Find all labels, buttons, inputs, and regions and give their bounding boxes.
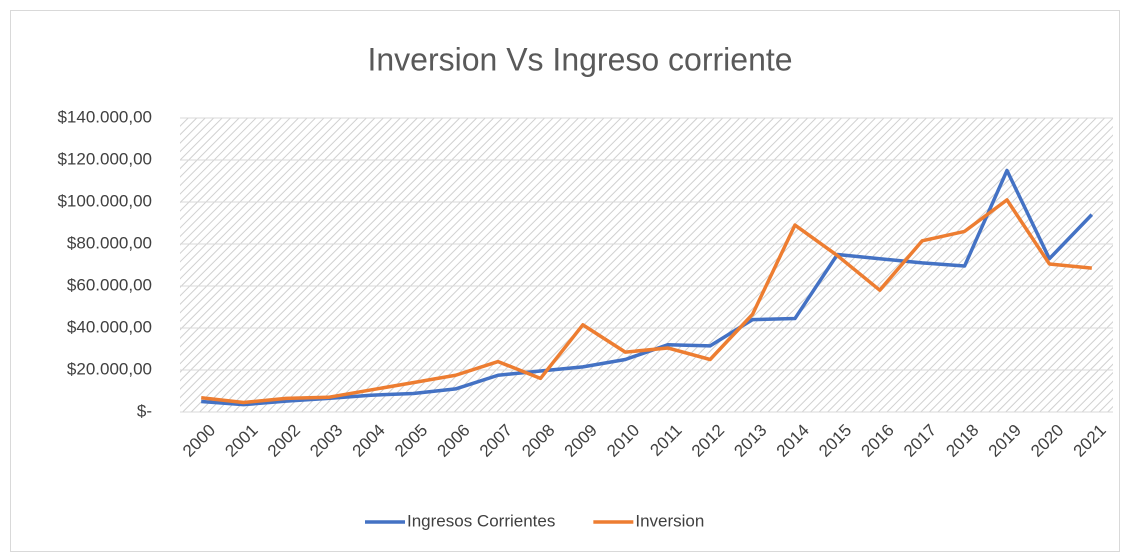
y-tick-label: $60.000,00 [67, 275, 152, 294]
plot-area [180, 118, 1113, 412]
legend-label: Ingresos Corrientes [407, 511, 555, 530]
chart-title: Inversion Vs Ingreso corriente [367, 41, 792, 77]
legend-label: Inversion [635, 511, 704, 530]
y-tick-label: $20.000,00 [67, 359, 152, 378]
line-series [201, 198, 1092, 405]
y-tick-label: $- [137, 401, 152, 420]
y-tick-label: $120.000,00 [57, 149, 152, 168]
y-tick-label: $140.000,00 [57, 107, 152, 126]
y-tick-label: $40.000,00 [67, 317, 152, 336]
y-tick-label: $100.000,00 [57, 191, 152, 210]
line-series [201, 168, 1094, 407]
y-tick-label: $80.000,00 [67, 233, 152, 252]
